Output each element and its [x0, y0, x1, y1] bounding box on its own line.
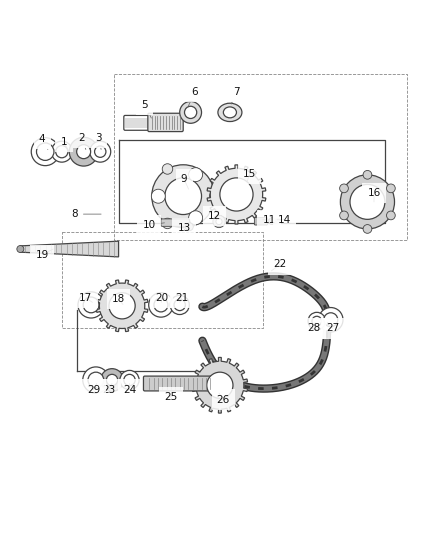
Text: 16: 16	[367, 188, 381, 202]
Text: 19: 19	[35, 249, 53, 260]
Text: 6: 6	[188, 87, 198, 106]
Circle shape	[162, 218, 173, 229]
Circle shape	[154, 298, 168, 312]
Text: 22: 22	[272, 260, 287, 271]
Circle shape	[189, 168, 203, 182]
Circle shape	[220, 178, 253, 211]
Text: 12: 12	[208, 211, 221, 221]
Polygon shape	[96, 280, 148, 332]
Circle shape	[386, 211, 395, 220]
Text: 21: 21	[175, 293, 188, 303]
Circle shape	[124, 374, 135, 386]
Circle shape	[152, 165, 215, 228]
Text: 13: 13	[177, 223, 191, 233]
Text: 5: 5	[141, 100, 151, 118]
Circle shape	[185, 223, 193, 231]
Circle shape	[162, 164, 173, 174]
Text: 9: 9	[181, 174, 188, 189]
Circle shape	[363, 171, 372, 179]
Circle shape	[213, 215, 225, 228]
Text: 18: 18	[112, 294, 125, 304]
Circle shape	[83, 297, 99, 313]
Polygon shape	[20, 241, 119, 257]
Text: 14: 14	[277, 215, 291, 225]
Circle shape	[312, 316, 321, 326]
Circle shape	[174, 299, 185, 311]
Circle shape	[350, 184, 385, 220]
Text: 1: 1	[61, 137, 68, 151]
Text: 17: 17	[79, 293, 92, 303]
Text: 25: 25	[164, 391, 177, 402]
Text: 2: 2	[78, 133, 86, 149]
Circle shape	[209, 191, 220, 201]
FancyBboxPatch shape	[161, 219, 190, 227]
Circle shape	[170, 295, 189, 314]
Circle shape	[90, 141, 111, 162]
Text: 15: 15	[243, 169, 256, 182]
Circle shape	[51, 141, 72, 162]
Circle shape	[207, 372, 233, 398]
Circle shape	[151, 189, 165, 203]
Ellipse shape	[223, 107, 237, 118]
Ellipse shape	[218, 103, 242, 122]
Text: 4: 4	[39, 134, 48, 149]
Circle shape	[31, 138, 59, 166]
Polygon shape	[192, 358, 247, 413]
Text: 11: 11	[263, 215, 276, 225]
Circle shape	[216, 219, 222, 224]
Circle shape	[386, 184, 395, 193]
Circle shape	[109, 293, 135, 319]
Circle shape	[101, 369, 124, 391]
FancyBboxPatch shape	[254, 217, 268, 225]
Circle shape	[88, 372, 104, 388]
Circle shape	[180, 101, 201, 123]
Circle shape	[106, 374, 118, 386]
Circle shape	[189, 211, 203, 225]
Circle shape	[269, 217, 276, 224]
Text: 24: 24	[123, 384, 136, 394]
Circle shape	[69, 138, 98, 166]
Circle shape	[308, 312, 325, 330]
Text: 28: 28	[307, 322, 321, 334]
Text: 27: 27	[326, 322, 339, 334]
Text: 8: 8	[71, 209, 101, 219]
Circle shape	[149, 293, 173, 317]
Circle shape	[276, 219, 281, 224]
Circle shape	[339, 184, 348, 193]
Bar	[125, 118, 148, 128]
Text: 23: 23	[102, 384, 116, 394]
Circle shape	[95, 146, 106, 157]
Text: 26: 26	[217, 393, 230, 405]
Circle shape	[324, 313, 338, 327]
Circle shape	[36, 143, 54, 160]
Text: 3: 3	[95, 133, 102, 149]
Text: 7: 7	[231, 87, 240, 104]
Circle shape	[56, 146, 68, 158]
Text: 10: 10	[143, 220, 164, 230]
FancyBboxPatch shape	[144, 376, 216, 391]
Circle shape	[83, 367, 109, 393]
Circle shape	[120, 370, 139, 390]
Circle shape	[78, 292, 104, 318]
Circle shape	[165, 178, 201, 215]
Circle shape	[318, 308, 343, 332]
FancyBboxPatch shape	[124, 116, 149, 130]
Circle shape	[17, 246, 24, 253]
FancyBboxPatch shape	[148, 113, 183, 132]
Circle shape	[339, 211, 348, 220]
Text: 29: 29	[87, 384, 100, 394]
Text: 20: 20	[155, 293, 168, 303]
Circle shape	[77, 144, 91, 159]
Circle shape	[184, 106, 197, 118]
Circle shape	[340, 175, 395, 229]
Polygon shape	[207, 165, 266, 224]
Circle shape	[363, 224, 372, 233]
